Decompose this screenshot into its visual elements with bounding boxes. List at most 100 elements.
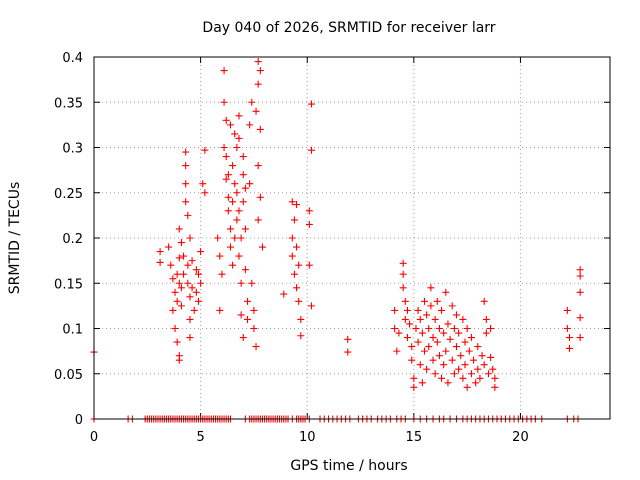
x-tick-label: 15 [406, 430, 423, 445]
data-point [491, 374, 499, 382]
data-point [220, 144, 228, 151]
data-point [173, 270, 181, 278]
data-point [416, 361, 424, 369]
data-point [565, 344, 573, 352]
data-point [401, 315, 409, 323]
data-point [235, 252, 243, 260]
data-point [391, 306, 399, 314]
data-point [467, 334, 475, 342]
data-point [229, 162, 237, 170]
data-point [288, 198, 296, 206]
data-point [293, 284, 301, 292]
data-point [231, 234, 239, 242]
data-point [171, 288, 179, 296]
data-point [188, 257, 196, 265]
data-point [184, 261, 192, 269]
data-point [190, 306, 198, 314]
data-point [480, 297, 488, 305]
data-point [455, 329, 463, 337]
data-point [226, 121, 234, 129]
data-point [401, 297, 409, 305]
data-point [435, 325, 443, 332]
data-point [448, 302, 456, 310]
data-point [452, 311, 460, 319]
y-tick-label: 0.25 [54, 187, 83, 202]
data-point [576, 266, 584, 274]
data-point [452, 343, 460, 351]
data-point [233, 216, 241, 224]
data-point [156, 258, 164, 266]
data-point [192, 288, 200, 296]
data-point [222, 116, 230, 124]
data-point [565, 334, 573, 342]
data-point [177, 302, 185, 310]
data-point [201, 146, 209, 154]
data-point [399, 259, 407, 267]
data-point [252, 343, 260, 351]
data-point [440, 329, 448, 337]
data-point [197, 248, 205, 256]
data-point [427, 302, 435, 310]
data-point [427, 284, 435, 292]
data-point [442, 347, 450, 355]
x-tick-label: 0 [90, 430, 98, 445]
data-point [435, 352, 443, 360]
data-point [487, 325, 495, 332]
data-point [173, 297, 181, 305]
data-point [307, 100, 315, 108]
data-point [167, 261, 175, 269]
data-point [186, 315, 194, 323]
data-point [216, 306, 224, 314]
data-point [180, 270, 188, 278]
data-point [418, 329, 426, 337]
data-point [438, 306, 446, 314]
data-point [307, 146, 315, 154]
data-point [420, 347, 428, 355]
chart-title: Day 040 of 2026, SRMTID for receiver lar… [202, 20, 495, 36]
data-point [425, 343, 433, 351]
data-point [399, 270, 407, 278]
data-point [465, 347, 473, 355]
data-point [431, 315, 439, 323]
data-point [194, 270, 202, 278]
data-point [254, 58, 262, 66]
y-tick-label: 0.15 [54, 277, 83, 292]
y-axis-label: SRMTID / TECUs [7, 182, 23, 295]
x-tick-label: 20 [512, 430, 529, 445]
data-point [288, 234, 296, 242]
data-point [182, 148, 190, 156]
data-point [169, 306, 177, 314]
data-point [256, 67, 264, 75]
data-point [222, 175, 230, 183]
data-point [482, 329, 490, 337]
data-point [576, 314, 584, 322]
data-point [201, 189, 209, 197]
data-point [226, 243, 234, 251]
data-marks [90, 58, 584, 423]
data-point [175, 356, 183, 364]
data-point [186, 234, 194, 242]
y-tick-label: 0.05 [54, 368, 83, 383]
data-point [182, 180, 190, 188]
data-point [237, 311, 245, 319]
data-point [425, 325, 433, 332]
data-point [472, 379, 480, 387]
data-point [256, 125, 264, 133]
data-point [470, 356, 478, 364]
data-point [244, 315, 252, 323]
data-point [169, 275, 177, 283]
data-point [226, 225, 234, 233]
data-point [256, 193, 264, 201]
data-point [467, 370, 475, 378]
data-point [239, 171, 247, 179]
data-point [414, 306, 422, 314]
data-point [408, 356, 416, 364]
data-point [248, 98, 256, 106]
data-point [239, 334, 247, 342]
data-point [192, 266, 200, 274]
data-point [171, 325, 179, 332]
data-point [237, 279, 245, 287]
data-point [241, 266, 249, 274]
data-point [233, 144, 241, 151]
